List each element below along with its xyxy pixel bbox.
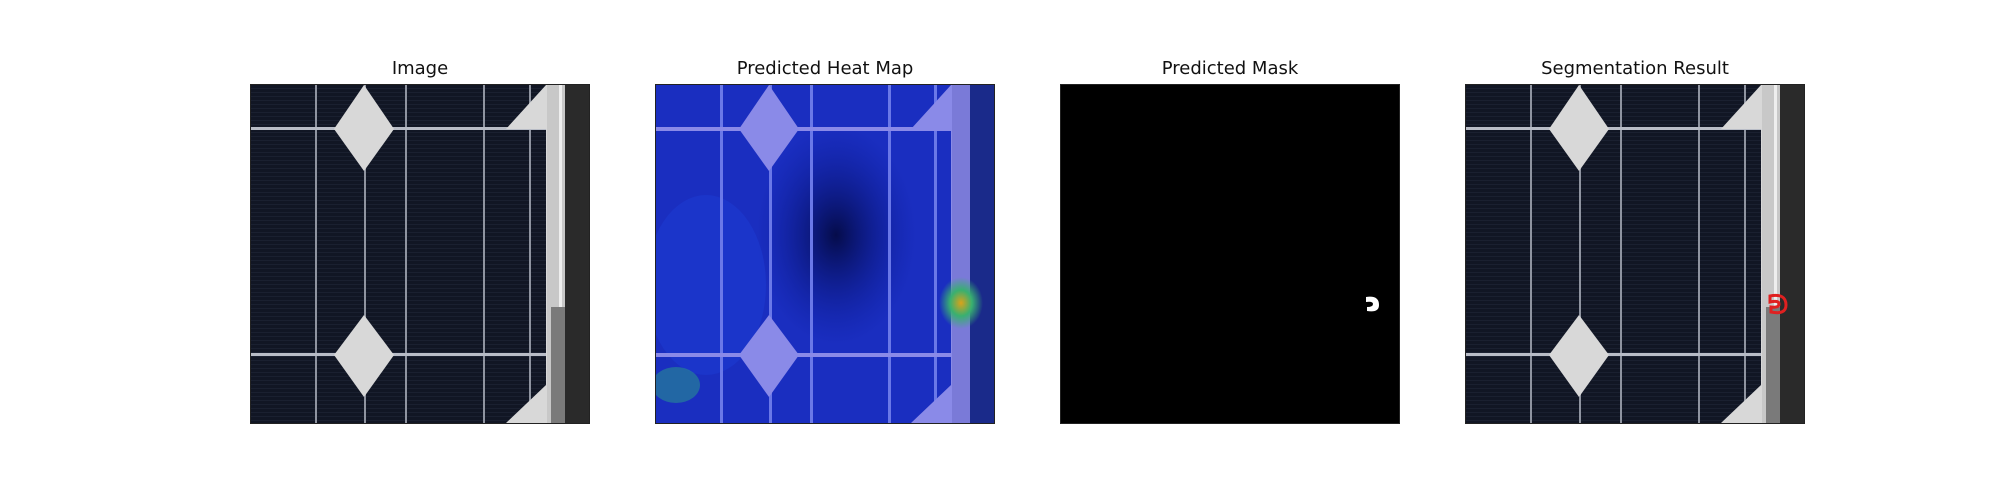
panel-segmentation: Segmentation Result — [1465, 58, 1805, 424]
panel-title: Segmentation Result — [1541, 58, 1729, 79]
panel-heatmap: Predicted Heat Map — [655, 58, 995, 424]
panel-title: Predicted Mask — [1161, 58, 1299, 79]
panel-title: Image — [391, 58, 449, 79]
mask-image — [1060, 84, 1400, 424]
panel-image: Image — [250, 58, 590, 424]
segmentation-image — [1465, 84, 1805, 424]
solar-cell-image — [250, 84, 590, 424]
panel-title: Predicted Heat Map — [736, 58, 914, 79]
heatmap-image — [655, 84, 995, 424]
panel-mask: Predicted Mask — [1060, 58, 1400, 424]
